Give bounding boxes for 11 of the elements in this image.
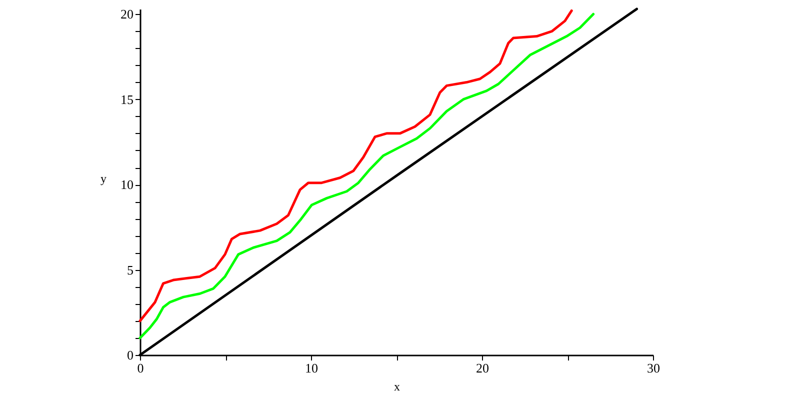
y-tick-label: 20 (120, 6, 134, 22)
y-tick-label: 10 (120, 177, 134, 192)
x-tick-label: 30 (647, 360, 660, 376)
x-tick-label: 10 (305, 360, 318, 376)
y-axis-title: y (100, 172, 106, 186)
y-tick-label: 15 (120, 92, 134, 107)
y-tick-label: 0 (127, 348, 134, 362)
x-tick-label: 20 (476, 360, 489, 376)
y-tick-label: 5 (127, 262, 134, 278)
x-tick-label: 0 (137, 360, 144, 376)
x-axis-title: x (394, 380, 400, 394)
